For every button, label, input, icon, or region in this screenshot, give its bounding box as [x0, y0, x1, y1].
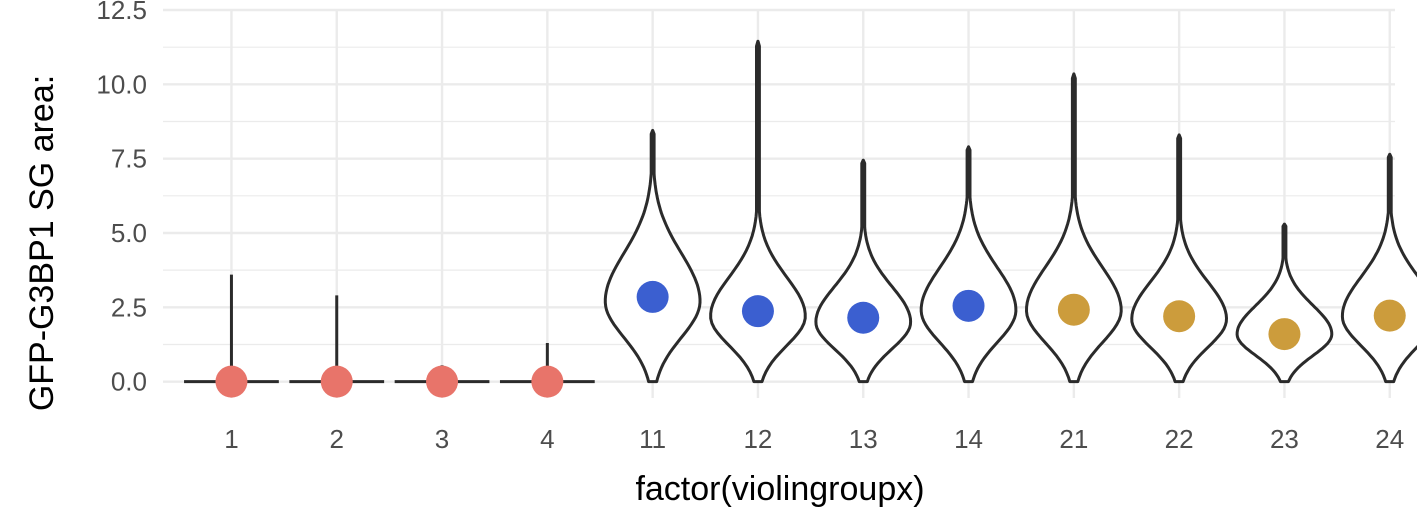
violin-outline — [709, 39, 807, 384]
violin-outline — [603, 128, 702, 384]
x-tick-label: 24 — [1375, 424, 1404, 454]
y-axis-title: GFP-G3BP1 SG area: — [23, 75, 61, 411]
x-axis-ticks: 1 2 3 4 11 12 13 14 21 22 23 24 — [224, 424, 1404, 454]
median-point — [531, 365, 564, 398]
y-tick-label: 7.5 — [111, 144, 147, 174]
violin-outline — [814, 158, 913, 384]
y-axis-ticks: 0.0 2.5 5.0 7.5 10.0 12.5 — [96, 0, 147, 397]
violins — [184, 39, 1417, 384]
y-tick-label: 10.0 — [96, 69, 147, 99]
median-point — [1268, 318, 1301, 351]
median-point — [1163, 300, 1196, 333]
violin-outline — [1025, 72, 1123, 384]
median-point — [320, 365, 353, 398]
x-tick-label: 23 — [1270, 424, 1299, 454]
x-axis-title: factor(violingroupx) — [635, 470, 924, 508]
x-tick-label: 22 — [1165, 424, 1194, 454]
median-point — [636, 280, 669, 313]
x-tick-label: 12 — [743, 424, 772, 454]
violin-outline — [1130, 133, 1228, 384]
median-point — [847, 301, 880, 334]
x-tick-label: 3 — [435, 424, 449, 454]
y-tick-label: 0.0 — [111, 367, 147, 397]
violin-outline — [1340, 152, 1417, 384]
median-points — [215, 280, 1406, 398]
x-tick-label: 11 — [639, 424, 666, 454]
y-tick-label: 2.5 — [111, 292, 147, 322]
violin-outline — [1235, 222, 1334, 384]
x-tick-label: 2 — [330, 424, 344, 454]
violin-outline — [919, 145, 1018, 384]
x-tick-label: 21 — [1059, 424, 1088, 454]
x-tick-label: 14 — [954, 424, 983, 454]
y-tick-label: 12.5 — [96, 0, 147, 25]
median-point — [1373, 299, 1406, 332]
x-tick-label: 4 — [540, 424, 554, 454]
median-point — [1057, 293, 1090, 326]
x-tick-label: 13 — [849, 424, 878, 454]
median-point — [952, 289, 985, 322]
median-point — [215, 365, 248, 398]
median-point — [741, 295, 774, 328]
y-tick-label: 5.0 — [111, 218, 147, 248]
x-tick-label: 1 — [224, 424, 238, 454]
median-point — [426, 365, 459, 398]
